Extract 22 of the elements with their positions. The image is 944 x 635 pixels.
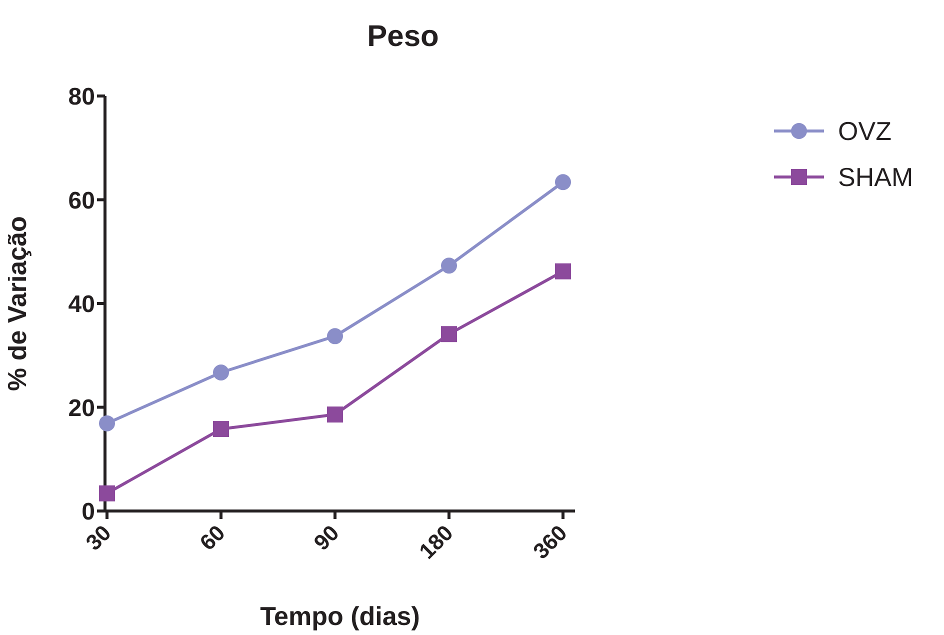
point [213,421,229,438]
point [327,406,343,423]
x-tick-label: 360 [528,520,572,564]
x-tick-label: 90 [308,520,344,556]
point [555,174,571,190]
point [555,263,571,280]
chart-title: Peso [366,20,440,54]
y-tick-label: 60 [68,187,95,214]
x-tick-label: 180 [414,520,458,564]
y-tick-label: 80 [68,84,95,111]
legend-label: OVZ [838,116,892,146]
point [213,364,229,380]
point [441,258,457,274]
x-tick-label: 60 [194,520,230,556]
point [441,326,457,342]
point [327,328,343,344]
point [99,485,115,502]
legend-label: SHAM [838,162,914,192]
y-tick-label: 20 [68,394,95,422]
point [99,415,115,432]
x-axis-title: Tempo (dias) [260,601,420,631]
y-tick-label: 40 [68,291,95,318]
